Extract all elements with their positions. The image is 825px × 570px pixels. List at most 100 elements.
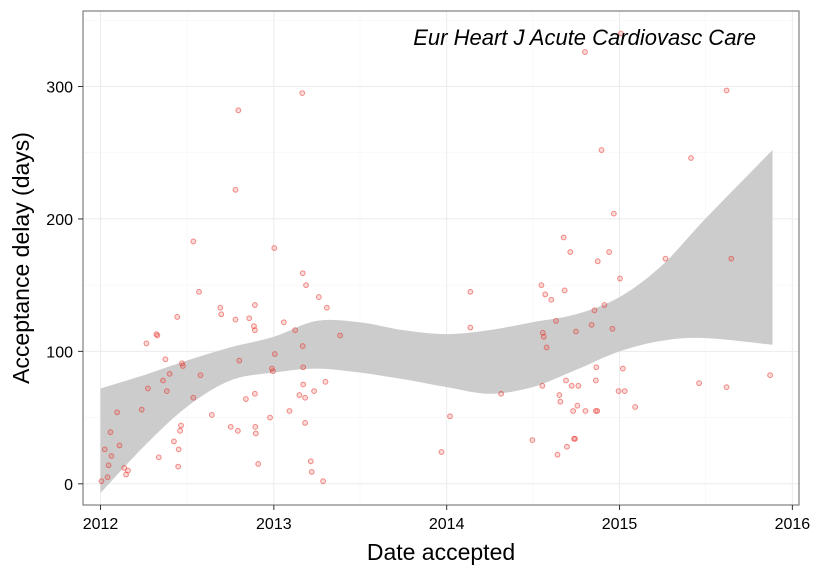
data-point	[107, 429, 114, 436]
data-point	[539, 382, 546, 389]
data-point	[529, 437, 536, 444]
data-point	[236, 357, 243, 364]
data-point	[548, 296, 555, 303]
data-point	[218, 311, 225, 318]
data-point	[163, 388, 170, 395]
data-point	[662, 255, 669, 262]
data-point	[196, 288, 202, 295]
data-point	[308, 468, 315, 475]
data-point	[438, 449, 445, 455]
data-point	[615, 388, 622, 395]
data-point	[125, 467, 131, 474]
data-point	[303, 282, 309, 289]
data-point	[217, 304, 224, 311]
data-point	[162, 356, 169, 363]
data-point	[208, 412, 215, 418]
data-point	[618, 30, 624, 37]
data-point	[540, 333, 547, 340]
data-point	[255, 461, 262, 467]
smooth-confidence-ribbon	[100, 150, 773, 494]
x-tick-label: 2014	[429, 516, 465, 533]
data-point	[300, 381, 307, 388]
data-point	[564, 443, 570, 450]
data-point	[175, 446, 182, 453]
data-point	[175, 463, 182, 470]
x-tick-label: 2013	[256, 516, 292, 533]
data-point	[197, 372, 204, 379]
data-point	[271, 245, 278, 251]
data-point	[542, 291, 549, 298]
data-point	[302, 419, 308, 426]
data-point	[177, 427, 183, 434]
data-point	[108, 453, 115, 459]
data-point	[114, 409, 120, 416]
data-point	[234, 427, 241, 434]
data-point	[190, 394, 197, 401]
data-point	[252, 430, 259, 437]
data-point	[593, 364, 600, 371]
data-point	[563, 377, 569, 384]
data-point	[269, 368, 276, 375]
data-point	[315, 294, 322, 300]
data-point	[575, 382, 582, 389]
data-point	[606, 249, 613, 255]
data-point	[553, 318, 559, 324]
data-point	[160, 377, 166, 384]
data-point	[121, 465, 128, 471]
data-point	[104, 474, 111, 481]
data-point	[582, 408, 589, 414]
data-point	[180, 363, 186, 369]
x-axis-title: Date accepted	[367, 539, 515, 565]
data-point	[292, 327, 299, 334]
data-point	[251, 390, 258, 397]
data-point	[286, 408, 293, 414]
data-point	[591, 307, 598, 314]
data-point	[609, 325, 616, 332]
plot-border	[82, 10, 800, 506]
data-point	[621, 388, 628, 395]
data-point	[251, 302, 258, 308]
data-point	[300, 364, 307, 371]
data-point	[190, 238, 197, 245]
data-point	[560, 234, 567, 241]
x-tick-label: 2012	[83, 516, 119, 533]
data-point	[619, 365, 626, 372]
data-point	[617, 275, 623, 282]
data-point	[467, 288, 474, 295]
data-point	[696, 380, 702, 387]
data-point	[337, 332, 344, 339]
y-tick-label: 300	[46, 79, 73, 96]
data-point	[592, 377, 599, 384]
data-point	[723, 384, 730, 391]
data-point	[322, 378, 329, 385]
data-point	[573, 328, 579, 335]
data-point	[105, 462, 112, 469]
data-point	[143, 340, 150, 347]
data-point	[299, 90, 306, 97]
data-point	[296, 392, 303, 398]
data-point	[171, 438, 177, 445]
data-point	[556, 392, 563, 398]
data-point	[582, 49, 588, 55]
data-point	[232, 186, 239, 193]
data-point	[447, 413, 453, 420]
data-point	[267, 414, 273, 421]
data-point	[271, 351, 278, 357]
y-tick-label: 0	[64, 477, 73, 494]
data-point	[98, 478, 105, 485]
data-point	[299, 343, 306, 349]
data-point	[144, 385, 151, 392]
data-point	[242, 396, 249, 402]
data-point	[598, 147, 605, 153]
data-point	[498, 390, 505, 397]
data-point	[178, 422, 184, 429]
data-point	[467, 324, 474, 331]
x-tick-label: 2015	[602, 516, 638, 533]
data-point	[227, 423, 234, 430]
data-point	[320, 478, 326, 485]
data-point	[570, 408, 577, 414]
y-axis-title: Acceptance delay (days)	[8, 132, 34, 384]
journal-annotation: Eur Heart J Acute Cardiovasc Care	[413, 25, 756, 50]
data-point	[632, 404, 639, 410]
